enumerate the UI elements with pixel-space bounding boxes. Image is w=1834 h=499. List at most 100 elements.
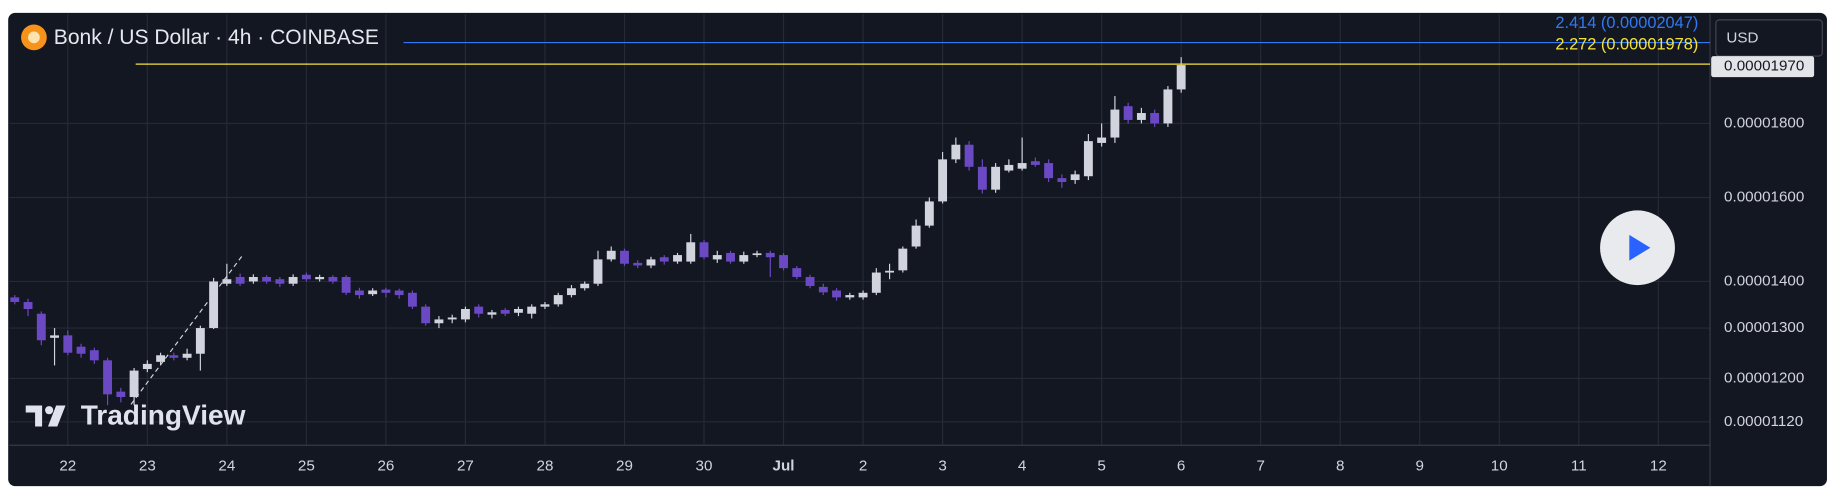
candle-body — [1057, 178, 1067, 182]
candle-body — [1123, 106, 1133, 120]
candle-body — [487, 312, 497, 315]
candle-body — [633, 262, 643, 266]
candle-body — [248, 276, 258, 282]
candle-body — [739, 255, 749, 262]
candle-body — [845, 295, 855, 298]
candle-body — [646, 259, 656, 266]
candle-body — [222, 279, 232, 284]
candle-body — [1097, 137, 1107, 143]
candle-body — [447, 317, 457, 320]
candle-body — [977, 166, 987, 190]
y-tick-label: 0.00001800 — [1724, 114, 1804, 131]
candle-body — [354, 290, 364, 296]
candle-body — [129, 370, 139, 398]
candle-body — [76, 346, 86, 354]
x-tick-label: Jul — [773, 457, 795, 474]
candle-body — [593, 259, 603, 284]
candle-body — [394, 290, 404, 296]
x-tick-label: 11 — [1571, 457, 1587, 474]
coin-icon-face — [28, 31, 40, 44]
x-tick-label: 28 — [537, 457, 554, 474]
candle-body — [182, 353, 192, 358]
candle-body — [924, 201, 934, 226]
chart-frame — [8, 12, 1827, 487]
candle-body — [673, 255, 682, 262]
candle-body — [514, 309, 523, 313]
candle-body — [500, 309, 510, 314]
candle-body — [142, 363, 152, 370]
y-tick-label: 0.00001400 — [1724, 272, 1804, 289]
chart-title: Bonk / US Dollar · 4h · COINBASE — [54, 26, 379, 49]
candle-body — [23, 302, 33, 310]
x-tick-label: 3 — [938, 457, 946, 474]
candle-body — [1110, 109, 1120, 138]
candle-body — [103, 360, 113, 395]
watermark: TradingView — [81, 400, 246, 431]
candle-body — [195, 328, 205, 354]
candle-body — [63, 335, 73, 353]
price-line-label: 2.272 (0.00001978) — [1555, 36, 1698, 54]
candle-body — [885, 270, 895, 273]
candle-body — [169, 355, 179, 358]
play-icon[interactable] — [1629, 234, 1651, 261]
candle-body — [474, 306, 484, 314]
candle-body — [779, 255, 788, 269]
candle-body — [209, 281, 219, 329]
candle-body — [527, 306, 537, 314]
candle-body — [288, 276, 298, 284]
candle-body — [567, 288, 576, 296]
y-tick-label: 0.00001600 — [1724, 189, 1804, 206]
x-tick-label: 26 — [377, 457, 394, 474]
x-tick-label: 27 — [457, 457, 474, 474]
candle-body — [659, 257, 669, 262]
y-tick-label: 0.00001200 — [1724, 369, 1804, 386]
candle-body — [726, 252, 735, 262]
x-tick-label: 12 — [1650, 457, 1667, 474]
candle-body — [1017, 163, 1027, 169]
logo-dot — [45, 406, 54, 415]
candle-body — [328, 276, 338, 282]
y-tick-label: 0.00001300 — [1724, 319, 1804, 336]
candle-body — [1150, 113, 1160, 124]
candle-body — [1163, 89, 1173, 124]
candle-body — [832, 290, 842, 298]
candle-body — [752, 253, 762, 256]
grid — [9, 14, 1711, 446]
x-tick-label: 24 — [218, 457, 235, 474]
x-tick-label: 2 — [859, 457, 867, 474]
candle-body — [301, 274, 311, 280]
drawing-line — [130, 255, 243, 405]
x-tick-label: 10 — [1491, 457, 1508, 474]
plot — [10, 57, 1186, 406]
candle-body — [938, 159, 948, 202]
candle-body — [1004, 164, 1014, 171]
candle-body — [315, 276, 325, 280]
candle-body — [699, 242, 709, 258]
candle-body — [620, 250, 629, 264]
candle-body — [407, 292, 417, 307]
candle-body — [156, 355, 166, 362]
candle-body — [686, 242, 696, 262]
candle-body — [1030, 161, 1040, 165]
x-tick-label: 5 — [1097, 457, 1105, 474]
candle-body — [540, 304, 550, 307]
candle-body — [951, 144, 961, 160]
currency-label[interactable]: USD — [1726, 30, 1758, 47]
candle-body — [1044, 163, 1054, 179]
currency-box[interactable] — [1715, 19, 1823, 57]
candle-body — [580, 283, 590, 289]
x-tick-label: 25 — [298, 457, 315, 474]
candle-body — [381, 289, 391, 293]
candle-body — [1176, 65, 1186, 90]
price-line-label: 2.414 (0.00002047) — [1555, 14, 1698, 32]
x-tick-label: 4 — [1018, 457, 1026, 474]
candle-body — [792, 268, 802, 277]
x-tick-label: 23 — [139, 457, 156, 474]
candle-body — [818, 286, 828, 293]
y-tick-label: 0.00001120 — [1724, 413, 1803, 430]
x-tick-label: 9 — [1416, 457, 1424, 474]
x-tick-label: 7 — [1256, 457, 1264, 474]
candle-body — [871, 272, 881, 293]
